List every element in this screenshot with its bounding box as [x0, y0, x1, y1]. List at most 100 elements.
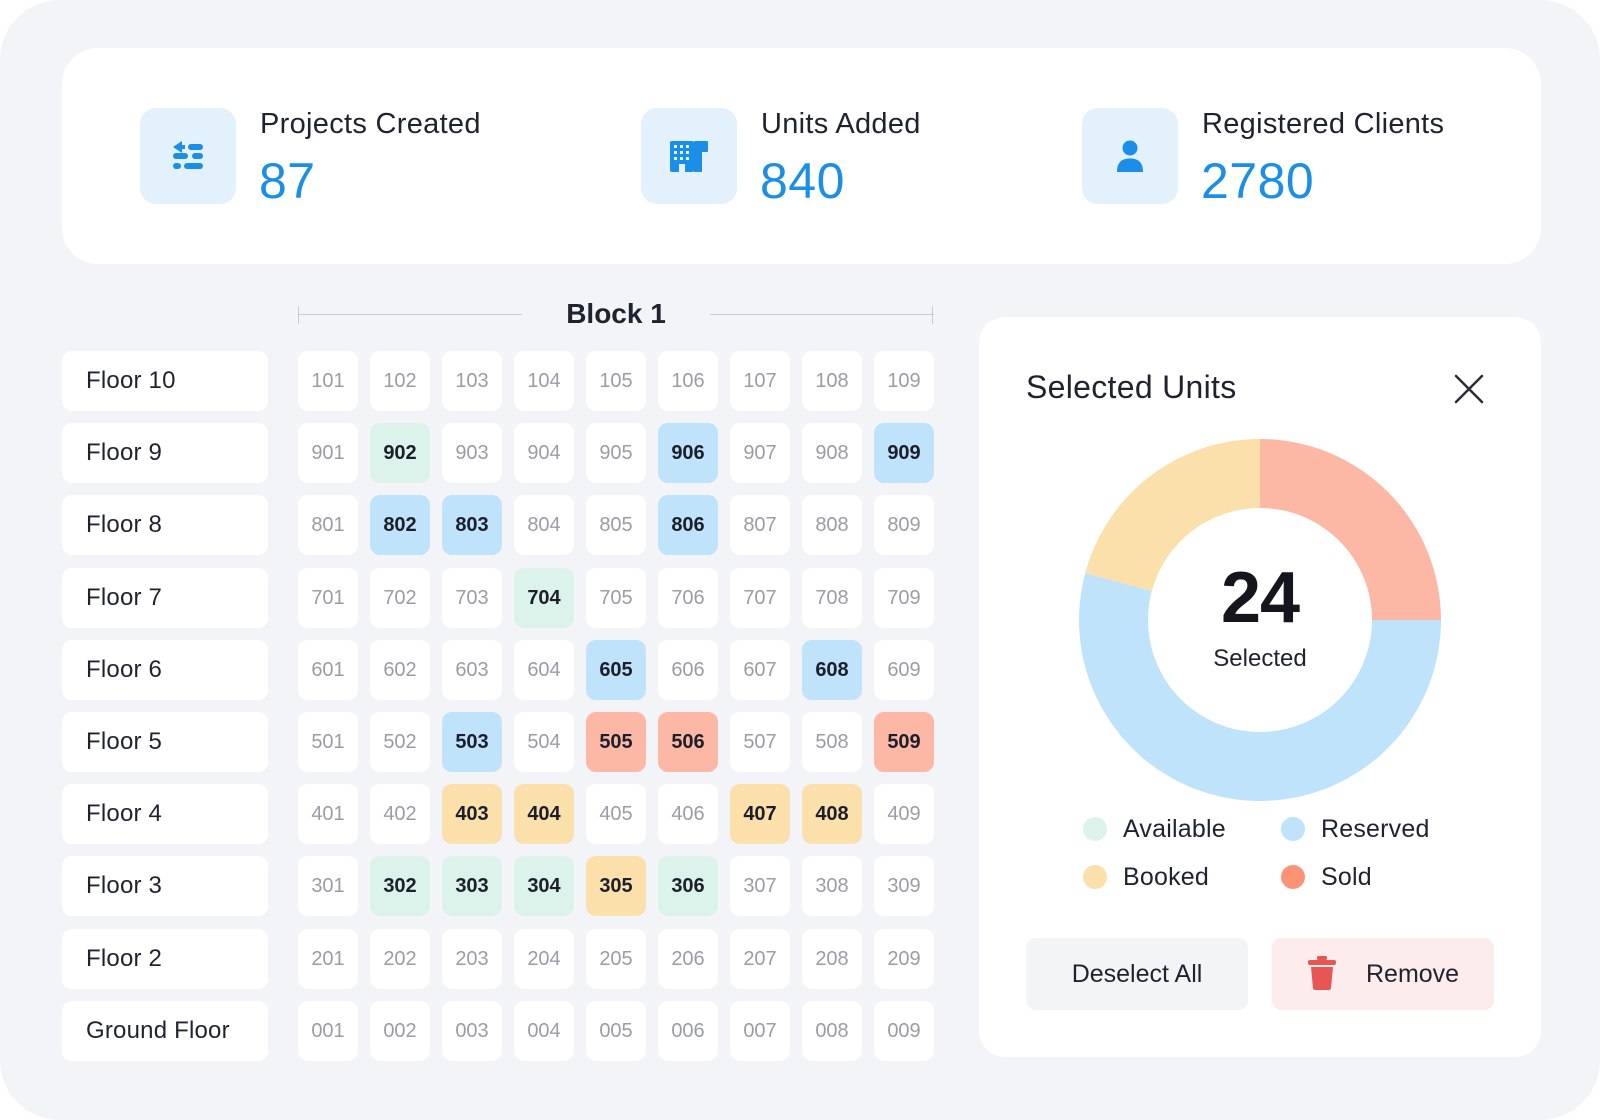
- unit-cell[interactable]: 403: [442, 784, 502, 844]
- unit-cell[interactable]: 903: [442, 423, 502, 483]
- unit-cell[interactable]: 504: [514, 712, 574, 772]
- unit-cell[interactable]: 406: [658, 784, 718, 844]
- unit-cell[interactable]: 803: [442, 495, 502, 555]
- unit-cell[interactable]: 503: [442, 712, 502, 772]
- unit-cell[interactable]: 206: [658, 929, 718, 989]
- unit-cell[interactable]: 306: [658, 856, 718, 916]
- unit-cell[interactable]: 005: [586, 1001, 646, 1061]
- unit-cell[interactable]: 603: [442, 640, 502, 700]
- unit-cell[interactable]: 702: [370, 568, 430, 628]
- unit-cell[interactable]: 003: [442, 1001, 502, 1061]
- unit-cell[interactable]: 707: [730, 568, 790, 628]
- floor-label-row[interactable]: Floor 3: [62, 856, 268, 916]
- floor-label-row[interactable]: Floor 5: [62, 712, 268, 772]
- unit-cell[interactable]: 408: [802, 784, 862, 844]
- unit-cell[interactable]: 007: [730, 1001, 790, 1061]
- floor-label-row[interactable]: Floor 10: [62, 351, 268, 411]
- unit-cell[interactable]: 006: [658, 1001, 718, 1061]
- unit-cell[interactable]: 008: [802, 1001, 862, 1061]
- unit-cell[interactable]: 904: [514, 423, 574, 483]
- unit-cell[interactable]: 907: [730, 423, 790, 483]
- floor-label-row[interactable]: Floor 9: [62, 423, 268, 483]
- unit-cell[interactable]: 106: [658, 351, 718, 411]
- unit-cell[interactable]: 709: [874, 568, 934, 628]
- unit-cell[interactable]: 902: [370, 423, 430, 483]
- unit-cell[interactable]: 404: [514, 784, 574, 844]
- unit-cell[interactable]: 102: [370, 351, 430, 411]
- unit-cell[interactable]: 604: [514, 640, 574, 700]
- unit-cell[interactable]: 103: [442, 351, 502, 411]
- unit-cell[interactable]: 506: [658, 712, 718, 772]
- unit-cell[interactable]: 407: [730, 784, 790, 844]
- unit-cell[interactable]: 202: [370, 929, 430, 989]
- unit-cell[interactable]: 609: [874, 640, 934, 700]
- unit-cell[interactable]: 805: [586, 495, 646, 555]
- unit-cell[interactable]: 004: [514, 1001, 574, 1061]
- floor-label-row[interactable]: Floor 2: [62, 929, 268, 989]
- unit-cell[interactable]: 605: [586, 640, 646, 700]
- unit-cell[interactable]: 303: [442, 856, 502, 916]
- unit-cell[interactable]: 402: [370, 784, 430, 844]
- unit-cell[interactable]: 906: [658, 423, 718, 483]
- unit-cell[interactable]: 501: [298, 712, 358, 772]
- unit-cell[interactable]: 208: [802, 929, 862, 989]
- floor-label-row[interactable]: Floor 6: [62, 640, 268, 700]
- unit-cell[interactable]: 109: [874, 351, 934, 411]
- unit-cell[interactable]: 302: [370, 856, 430, 916]
- unit-cell[interactable]: 908: [802, 423, 862, 483]
- floor-label-row[interactable]: Floor 7: [62, 568, 268, 628]
- unit-cell[interactable]: 809: [874, 495, 934, 555]
- unit-cell[interactable]: 804: [514, 495, 574, 555]
- unit-cell[interactable]: 606: [658, 640, 718, 700]
- unit-cell[interactable]: 405: [586, 784, 646, 844]
- unit-cell[interactable]: 001: [298, 1001, 358, 1061]
- floor-label-row[interactable]: Floor 4: [62, 784, 268, 844]
- unit-cell[interactable]: 105: [586, 351, 646, 411]
- unit-cell[interactable]: 209: [874, 929, 934, 989]
- unit-cell[interactable]: 301: [298, 856, 358, 916]
- unit-cell[interactable]: 701: [298, 568, 358, 628]
- unit-cell[interactable]: 009: [874, 1001, 934, 1061]
- unit-cell[interactable]: 608: [802, 640, 862, 700]
- deselect-all-button[interactable]: Deselect All: [1026, 938, 1248, 1010]
- unit-cell[interactable]: 801: [298, 495, 358, 555]
- unit-cell[interactable]: 204: [514, 929, 574, 989]
- unit-cell[interactable]: 706: [658, 568, 718, 628]
- unit-cell[interactable]: 205: [586, 929, 646, 989]
- unit-cell[interactable]: 708: [802, 568, 862, 628]
- unit-cell[interactable]: 505: [586, 712, 646, 772]
- unit-cell[interactable]: 002: [370, 1001, 430, 1061]
- unit-cell[interactable]: 602: [370, 640, 430, 700]
- unit-cell[interactable]: 509: [874, 712, 934, 772]
- unit-cell[interactable]: 508: [802, 712, 862, 772]
- unit-cell[interactable]: 704: [514, 568, 574, 628]
- unit-cell[interactable]: 203: [442, 929, 502, 989]
- close-button[interactable]: [1453, 373, 1485, 405]
- unit-cell[interactable]: 309: [874, 856, 934, 916]
- floor-label-row[interactable]: Floor 8: [62, 495, 268, 555]
- unit-cell[interactable]: 207: [730, 929, 790, 989]
- unit-cell[interactable]: 307: [730, 856, 790, 916]
- unit-cell[interactable]: 409: [874, 784, 934, 844]
- unit-cell[interactable]: 308: [802, 856, 862, 916]
- unit-cell[interactable]: 607: [730, 640, 790, 700]
- unit-cell[interactable]: 401: [298, 784, 358, 844]
- unit-cell[interactable]: 104: [514, 351, 574, 411]
- unit-cell[interactable]: 802: [370, 495, 430, 555]
- unit-cell[interactable]: 201: [298, 929, 358, 989]
- unit-cell[interactable]: 705: [586, 568, 646, 628]
- unit-cell[interactable]: 901: [298, 423, 358, 483]
- unit-cell[interactable]: 703: [442, 568, 502, 628]
- floor-label-row[interactable]: Ground Floor: [62, 1001, 268, 1061]
- remove-button[interactable]: Remove: [1272, 938, 1494, 1010]
- unit-cell[interactable]: 807: [730, 495, 790, 555]
- unit-cell[interactable]: 909: [874, 423, 934, 483]
- unit-cell[interactable]: 108: [802, 351, 862, 411]
- unit-cell[interactable]: 806: [658, 495, 718, 555]
- unit-cell[interactable]: 905: [586, 423, 646, 483]
- unit-cell[interactable]: 107: [730, 351, 790, 411]
- unit-cell[interactable]: 502: [370, 712, 430, 772]
- unit-cell[interactable]: 601: [298, 640, 358, 700]
- unit-cell[interactable]: 507: [730, 712, 790, 772]
- unit-cell[interactable]: 305: [586, 856, 646, 916]
